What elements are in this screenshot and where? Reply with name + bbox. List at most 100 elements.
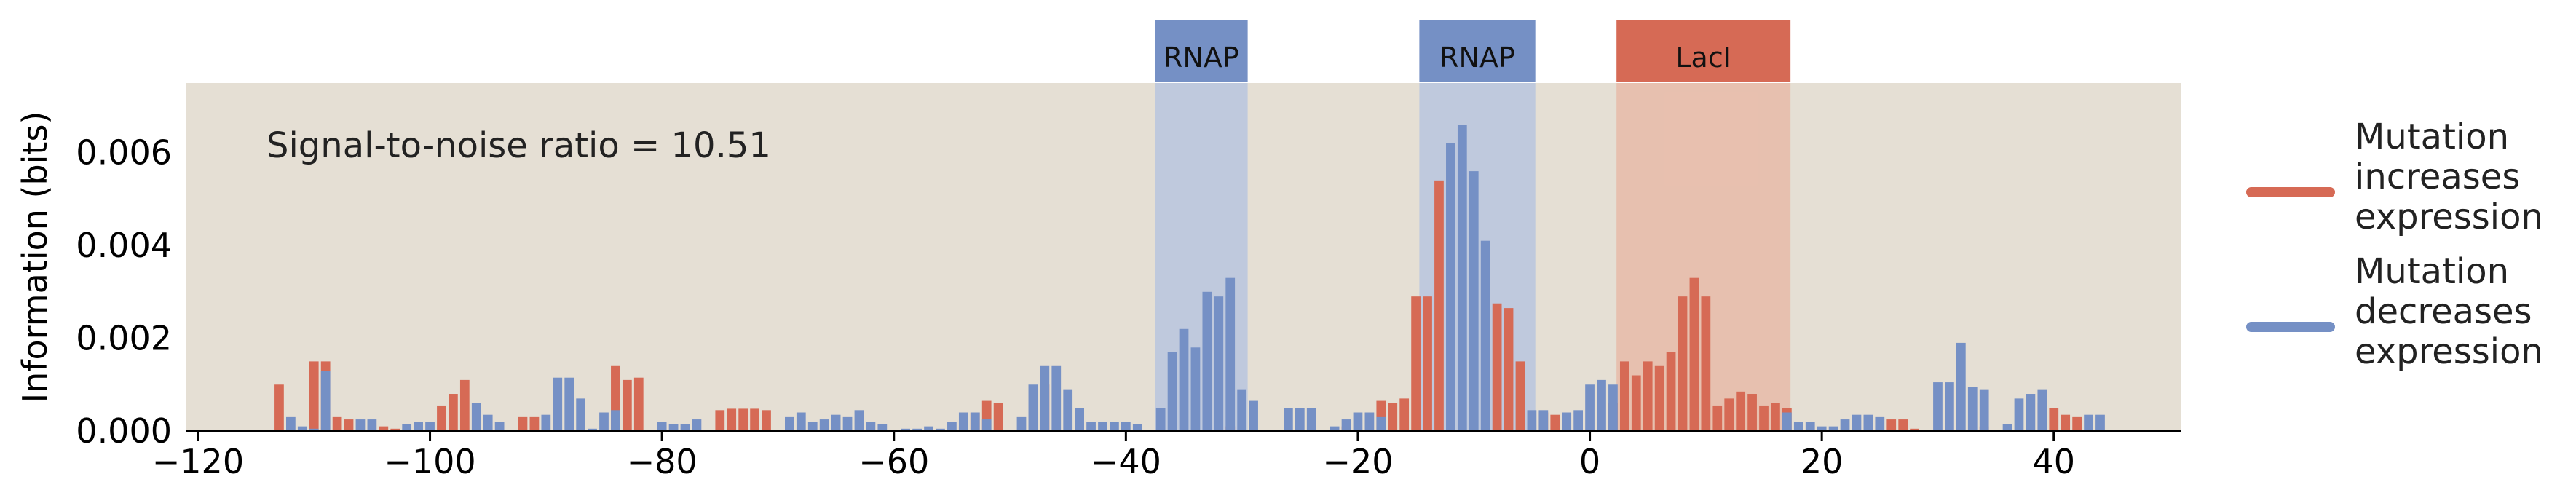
bar [1736, 391, 1746, 431]
bar [1190, 347, 1201, 431]
bar [320, 371, 331, 431]
bar [680, 424, 690, 431]
x-tick-label: −60 [858, 442, 929, 481]
bar [1840, 419, 1850, 431]
x-tick-label: −40 [1091, 442, 1161, 481]
bar [762, 410, 771, 431]
legend-label: increases [2355, 157, 2520, 197]
bar [1376, 416, 1386, 431]
bar [2014, 398, 2024, 431]
bar [1051, 365, 1062, 431]
bar [297, 426, 307, 431]
bar [1225, 277, 1236, 431]
bar [414, 422, 423, 431]
bar [912, 428, 922, 431]
bar [309, 361, 319, 431]
bar [2002, 424, 2012, 431]
bar [831, 414, 841, 431]
x-tick-label: 20 [1801, 442, 1844, 481]
bar [529, 416, 540, 431]
region-label-box [1419, 20, 1536, 82]
bar [1933, 382, 1943, 431]
y-tick-label: 0.004 [76, 226, 172, 265]
bar [1330, 426, 1340, 431]
bar [1597, 379, 1606, 431]
bar [692, 419, 702, 431]
bar [1654, 365, 1664, 431]
bar [1237, 389, 1247, 431]
bar [1747, 394, 1757, 431]
legend: MutationincreasesexpressionMutationdecre… [2246, 116, 2543, 372]
bar [1492, 303, 1502, 431]
bar [1075, 408, 1084, 431]
bar [1793, 422, 1803, 431]
x-tick-label: 40 [2032, 442, 2075, 481]
bar [355, 419, 366, 431]
bar [1515, 361, 1525, 431]
bar [1945, 382, 1954, 431]
bar [2061, 414, 2071, 431]
bar [1724, 398, 1734, 431]
bar [1852, 414, 1862, 431]
bar [1284, 408, 1293, 431]
region-label: RNAP [1163, 42, 1239, 74]
bar [1538, 410, 1549, 431]
bar [715, 410, 725, 431]
x-tick-label: −100 [384, 442, 475, 481]
bar [367, 419, 377, 431]
bar [1643, 361, 1653, 431]
region-label-box [1616, 20, 1791, 82]
bar [1956, 342, 1966, 431]
bar [1631, 375, 1641, 431]
region-label: LacI [1675, 42, 1731, 74]
bar [727, 408, 737, 431]
bar [1863, 414, 1873, 431]
bar [286, 416, 296, 431]
bar [1678, 296, 1688, 431]
bar [2026, 394, 2036, 431]
signal-to-noise-annotation: Signal-to-noise ratio = 10.51 [266, 125, 771, 166]
bar [1388, 403, 1398, 431]
bar [1446, 143, 1455, 431]
bar [1817, 426, 1827, 431]
bar [1967, 387, 1978, 431]
bar [877, 424, 888, 431]
x-tick-label: 0 [1579, 442, 1600, 481]
x-tick-label: −80 [627, 442, 698, 481]
bar [1805, 422, 1815, 431]
bar [1910, 428, 1919, 431]
bar [1979, 389, 1989, 431]
bar [2049, 408, 2059, 431]
bar [1155, 408, 1166, 431]
bar [993, 403, 1003, 431]
bar [981, 419, 992, 431]
bar [576, 398, 585, 431]
bar [1063, 389, 1073, 431]
bar [1527, 410, 1537, 431]
bar [425, 422, 435, 431]
bar [668, 424, 679, 431]
bar [518, 416, 528, 431]
bar [2072, 416, 2082, 431]
bar [1423, 296, 1432, 431]
legend-label: expression [2355, 197, 2543, 237]
bar [1434, 180, 1444, 431]
bar [1214, 296, 1224, 431]
bar [1480, 240, 1490, 431]
bar [309, 428, 319, 431]
bar [483, 414, 493, 431]
bar [1689, 277, 1699, 431]
bar [1295, 408, 1305, 431]
bar [1202, 291, 1212, 431]
bar [738, 408, 748, 431]
legend-label: decreases [2355, 291, 2532, 332]
bar [1399, 398, 1410, 431]
bar [553, 377, 563, 431]
bar [611, 410, 620, 431]
bar [970, 412, 980, 431]
bar [1886, 419, 1897, 431]
bar [1364, 412, 1375, 431]
bar [1771, 403, 1780, 431]
bar [785, 416, 794, 431]
